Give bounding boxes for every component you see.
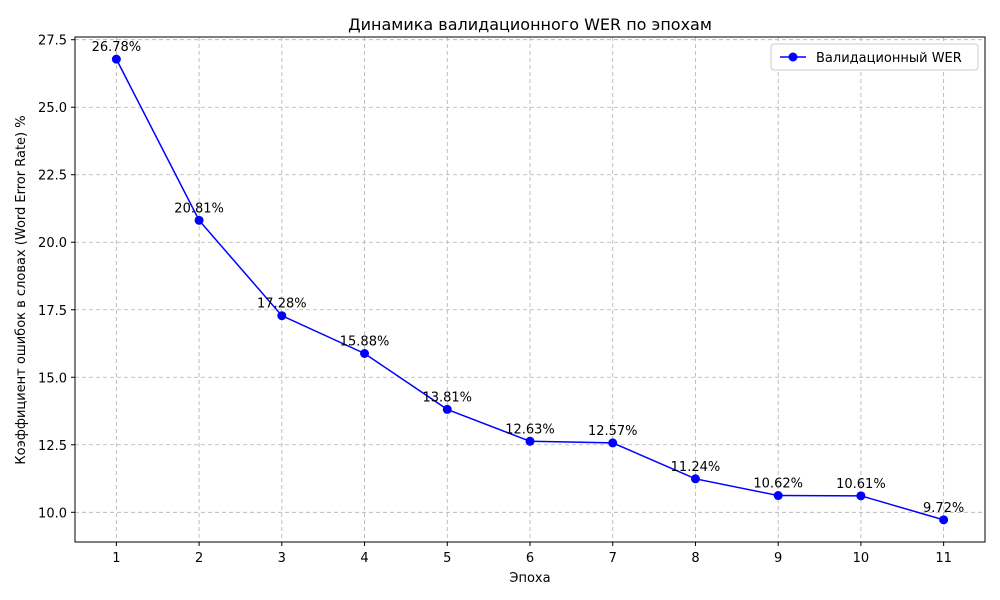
x-tick-label: 11 — [935, 551, 952, 566]
data-point — [111, 54, 121, 64]
data-point — [442, 404, 452, 414]
legend-label: Валидационный WER — [816, 51, 962, 66]
x-tick-label: 7 — [609, 551, 617, 566]
data-point — [690, 474, 700, 484]
x-tick-label: 5 — [443, 551, 451, 566]
data-label: 17.28% — [257, 297, 307, 312]
data-label: 12.57% — [588, 424, 638, 439]
data-point — [608, 438, 618, 448]
x-axis-label: Эпоха — [509, 571, 550, 586]
data-point — [773, 491, 783, 501]
y-tick-label: 22.5 — [38, 169, 67, 184]
x-tick-label: 9 — [774, 551, 782, 566]
data-label: 11.24% — [671, 460, 721, 475]
series-group: 26.78% 20.81% 17.28% 15.88% 13.81% 12.63% 12.5… — [92, 40, 964, 525]
data-point — [194, 215, 204, 225]
y-tick-label: 10.0 — [38, 506, 67, 521]
y-tick-label: 12.5 — [38, 439, 67, 454]
data-point — [360, 349, 370, 359]
y-tick-label: 15.0 — [38, 371, 67, 386]
grid — [75, 37, 985, 542]
data-label: 9.72% — [923, 501, 964, 516]
x-tick-label: 10 — [853, 551, 870, 566]
chart-title: Динамика валидационного WER по эпохам — [348, 15, 712, 34]
data-point — [277, 311, 287, 321]
x-tick-label: 6 — [526, 551, 534, 566]
x-tick-label: 8 — [691, 551, 699, 566]
data-label: 13.81% — [422, 390, 472, 405]
x-tick-label: 3 — [278, 551, 286, 566]
x-axis-ticks: 1 2 3 4 5 6 7 8 9 10 11 — [112, 542, 952, 566]
y-axis-label: Коэффициент ошибок в словах (Word Error … — [14, 115, 29, 464]
data-label: 10.61% — [836, 477, 886, 492]
y-axis-ticks: 10.0 12.5 15.0 17.5 20.0 22.5 25.0 27.5 — [38, 34, 75, 521]
legend-marker — [788, 52, 798, 62]
data-point — [856, 491, 866, 501]
data-label: 10.62% — [753, 477, 803, 492]
data-point — [525, 436, 535, 446]
y-tick-label: 20.0 — [38, 236, 67, 251]
y-tick-label: 17.5 — [38, 304, 67, 319]
x-tick-label: 4 — [360, 551, 368, 566]
data-label: 20.81% — [174, 201, 224, 216]
legend-box — [770, 43, 979, 71]
x-tick-label: 1 — [112, 551, 120, 566]
data-label: 12.63% — [505, 422, 555, 437]
x-tick-label: 2 — [195, 551, 203, 566]
data-label: 26.78% — [92, 40, 142, 55]
data-label: 15.88% — [340, 335, 390, 350]
data-point — [939, 515, 949, 525]
legend: Валидационный WER — [770, 43, 979, 71]
y-tick-label: 27.5 — [38, 34, 67, 49]
y-tick-label: 25.0 — [38, 101, 67, 116]
